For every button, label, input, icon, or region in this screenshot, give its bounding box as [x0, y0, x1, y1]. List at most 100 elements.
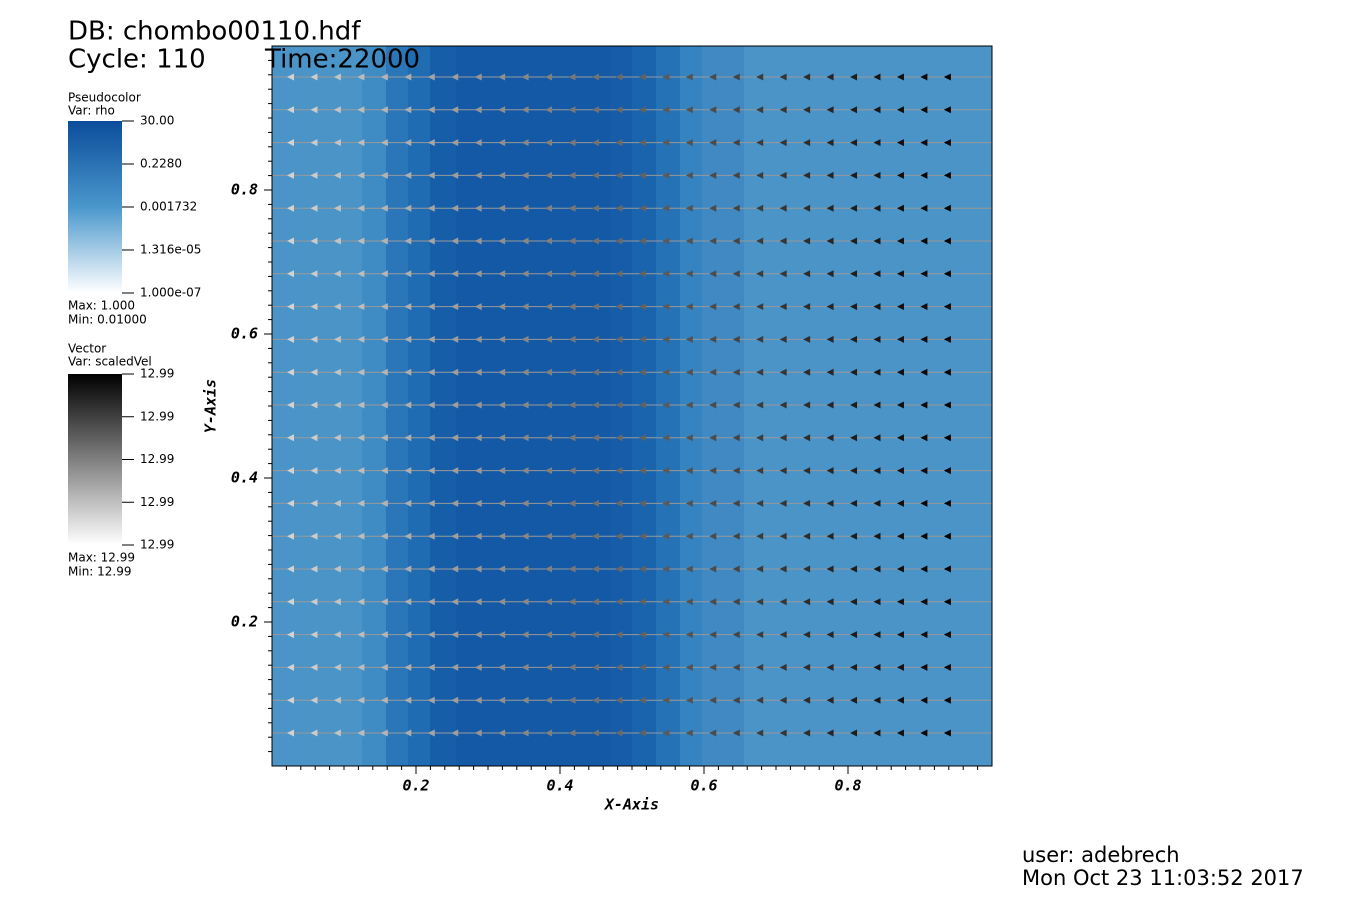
vector-arrow [498, 368, 506, 376]
vector-arrow [662, 663, 670, 671]
vector-arrow [615, 171, 623, 179]
vector-arrow [404, 237, 412, 245]
vector-arrow [333, 565, 341, 573]
x-tick-label: 0.2 [402, 777, 429, 795]
x-tick-label: 0.8 [834, 777, 861, 795]
vector-arrow [357, 434, 365, 442]
vector-arrow [427, 106, 435, 114]
vector-arrow [709, 631, 717, 639]
vector-arrow [380, 565, 388, 573]
vector-arrow [685, 696, 693, 704]
vector-arrow [474, 73, 482, 81]
legend-tick-label: 1.000e-07 [140, 286, 201, 300]
vector-arrow [803, 106, 811, 114]
vector-arrow [662, 303, 670, 311]
vector-arrow [685, 532, 693, 540]
vector-arrow [896, 139, 904, 147]
vector-arrow [287, 335, 294, 343]
vector-arrow [709, 565, 717, 573]
vector-arrow [498, 598, 506, 606]
vector-arrow [451, 171, 459, 179]
vector-arrow [498, 663, 506, 671]
legend-var: Var: rho [68, 104, 115, 118]
vector-arrow [615, 532, 623, 540]
vector-arrow [591, 565, 599, 573]
vector-arrow [615, 139, 623, 147]
vector-arrow [850, 335, 858, 343]
vector-arrow [920, 270, 928, 278]
legend-title: Vector [68, 342, 106, 356]
vector-arrow [310, 729, 318, 737]
vector-arrow [920, 434, 928, 442]
vector-arrow [521, 335, 529, 343]
vector-arrow [404, 171, 412, 179]
vector-arrow [896, 696, 904, 704]
vector-arrow [732, 139, 740, 147]
vector-arrow [357, 401, 365, 409]
vector-arrow [920, 204, 928, 212]
vector-arrow [498, 204, 506, 212]
vector-arrow [803, 434, 811, 442]
vector-arrow [568, 106, 576, 114]
vector-arrow [943, 598, 951, 606]
vector-arrow [474, 565, 482, 573]
vector-arrow [568, 335, 576, 343]
vector-arrow [568, 729, 576, 737]
vector-arrow [357, 467, 365, 475]
vector-arrow [756, 499, 764, 507]
vector-arrow [357, 729, 365, 737]
vector-arrow [427, 631, 435, 639]
vector-arrow [545, 467, 553, 475]
vector-arrow [287, 663, 294, 671]
vector-arrow [873, 434, 881, 442]
vector-arrow [404, 401, 412, 409]
vector-arrow [615, 631, 623, 639]
vector-arrow [615, 565, 623, 573]
vector-arrow [287, 139, 294, 147]
vector-arrow [943, 303, 951, 311]
vector-arrow [310, 663, 318, 671]
vector-arrow [638, 631, 646, 639]
vector-arrow [498, 106, 506, 114]
vector-arrow [404, 696, 412, 704]
vector-arrow [521, 171, 529, 179]
vector-arrow [498, 171, 506, 179]
vector-arrow [943, 270, 951, 278]
vector-arrow [427, 335, 435, 343]
vector-arrow [826, 631, 834, 639]
vector-arrow [638, 467, 646, 475]
vector-arrow [943, 663, 951, 671]
vector-arrow [357, 631, 365, 639]
vector-arrow [568, 532, 576, 540]
vector-arrow [451, 565, 459, 573]
vector-arrow [826, 663, 834, 671]
vector-arrow [545, 434, 553, 442]
vector-arrow [615, 598, 623, 606]
vector-arrow [826, 335, 834, 343]
vector-arrow [591, 303, 599, 311]
vector-arrow [333, 270, 341, 278]
vector-arrow [873, 73, 881, 81]
vector-arrow [310, 237, 318, 245]
vector-arrow [591, 663, 599, 671]
vector-arrow [404, 368, 412, 376]
vector-arrow [545, 270, 553, 278]
vector-arrow [732, 106, 740, 114]
vector-arrow [826, 467, 834, 475]
vector-arrow [404, 467, 412, 475]
vector-arrow [826, 204, 834, 212]
vector-arrow [662, 270, 670, 278]
vector-arrow [404, 434, 412, 442]
legend-var: Var: scaledVel [68, 355, 152, 369]
vector-arrow [803, 270, 811, 278]
vector-arrow [568, 73, 576, 81]
legend-tick-label: 0.2280 [140, 157, 182, 171]
vector-arrow [685, 499, 693, 507]
vector-arrow [920, 565, 928, 573]
vector-arrow [474, 237, 482, 245]
vector-arrow [756, 631, 764, 639]
vector-arrow [732, 598, 740, 606]
vector-arrow [521, 237, 529, 245]
vector-arrow [920, 467, 928, 475]
vector-arrow [521, 204, 529, 212]
